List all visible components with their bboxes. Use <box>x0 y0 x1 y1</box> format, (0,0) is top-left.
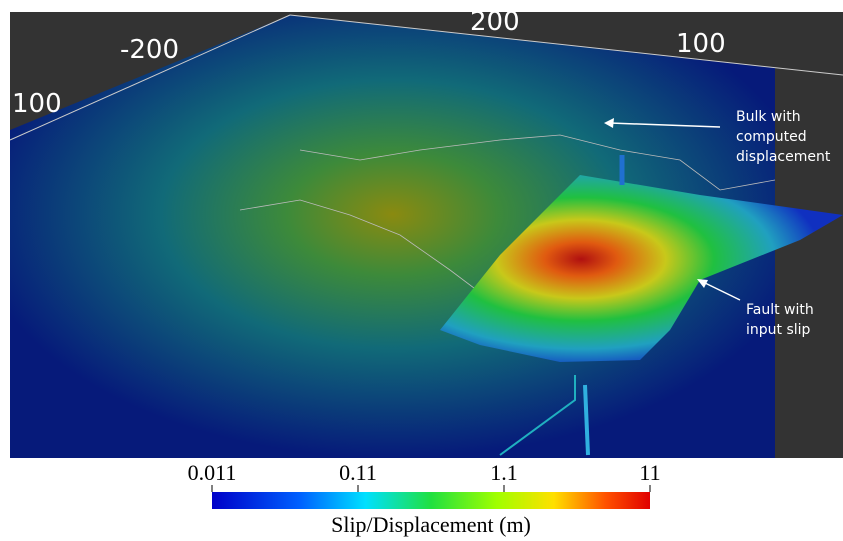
colorbar-label: Slip/Displacement (m) <box>331 512 531 537</box>
colorbar-tick-label: 11 <box>639 460 660 485</box>
colorbar-tick-label: 1.1 <box>490 460 518 485</box>
annotation: displacement <box>736 149 831 165</box>
annotation: input slip <box>746 322 811 338</box>
axis-label: 100 <box>676 29 726 59</box>
visualization: -200 100 200 100 Bulk with computed disp… <box>0 0 843 541</box>
annotation: Fault with <box>746 302 814 318</box>
colorbar-tick-label: 0.011 <box>188 460 237 485</box>
annotation: computed <box>736 129 807 145</box>
colorbar-tick-label: 0.11 <box>339 460 377 485</box>
axis-label: -200 <box>120 35 179 65</box>
axis-label: 200 <box>470 7 520 37</box>
colorbar <box>212 492 650 509</box>
annotation: Bulk with <box>736 109 801 125</box>
axis-label: 100 <box>12 89 62 119</box>
